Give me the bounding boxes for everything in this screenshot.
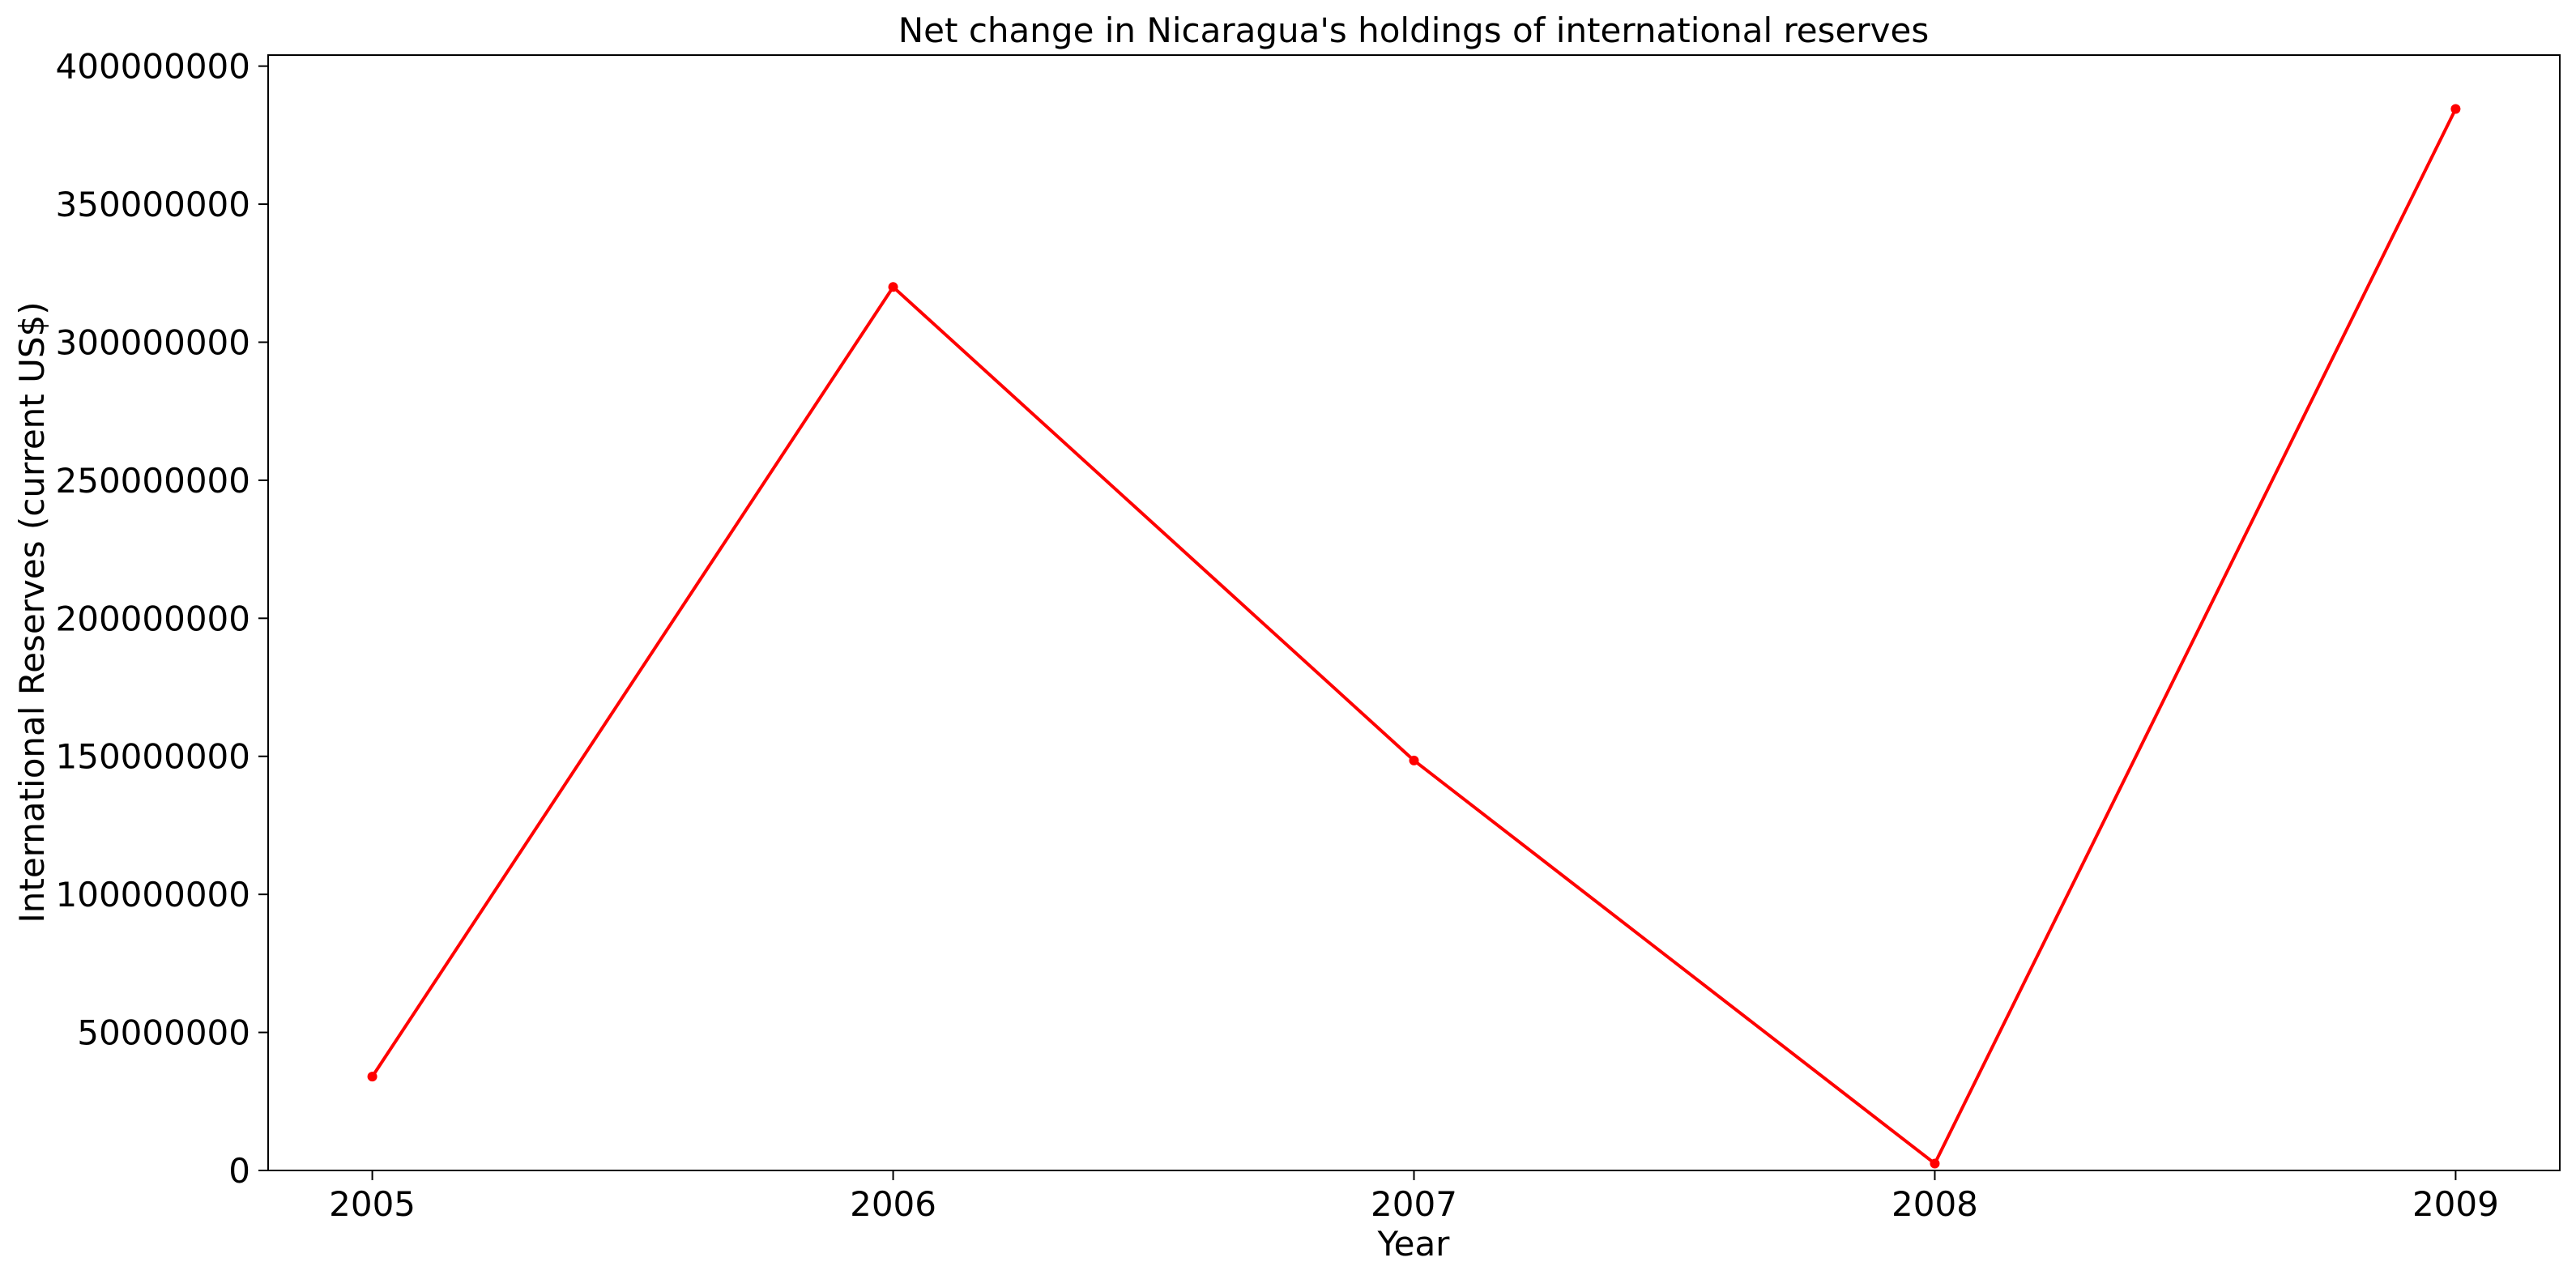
x-tick-label: 2005 (329, 1184, 416, 1224)
y-tick-label: 250000000 (56, 461, 251, 501)
y-tick-label: 300000000 (56, 322, 251, 362)
data-point-2006 (888, 282, 898, 292)
chart-title: Net change in Nicaragua's holdings of in… (898, 11, 1929, 50)
x-tick-label: 2009 (2412, 1184, 2499, 1224)
y-tick-label: 100000000 (56, 875, 251, 914)
data-point-2007 (1409, 755, 1419, 765)
y-tick-label: 400000000 (56, 47, 251, 87)
y-axis-ticks: 0 50000000 100000000 150000000 200000000 2500… (56, 47, 268, 1191)
x-tick-label: 2006 (850, 1184, 936, 1224)
y-tick-label: 200000000 (56, 599, 251, 638)
x-axis-ticks: 2005 2006 2007 2008 2009 (329, 1170, 2499, 1224)
y-axis-label: International Reserves (current US$) (12, 301, 52, 923)
x-tick-label: 2008 (1891, 1184, 1978, 1224)
plot-frame (267, 54, 2561, 1171)
y-tick-label: 0 (228, 1151, 250, 1191)
x-tick-label: 2007 (1371, 1184, 1457, 1224)
y-tick-label: 350000000 (56, 185, 251, 224)
y-tick-label: 50000000 (77, 1013, 250, 1053)
x-axis-label: Year (1377, 1224, 1451, 1264)
y-tick-label: 150000000 (56, 737, 251, 777)
data-point-2009 (2450, 104, 2461, 114)
data-point-2008 (1930, 1158, 1940, 1169)
data-point-2005 (367, 1072, 377, 1082)
series-layer (367, 104, 2461, 1169)
